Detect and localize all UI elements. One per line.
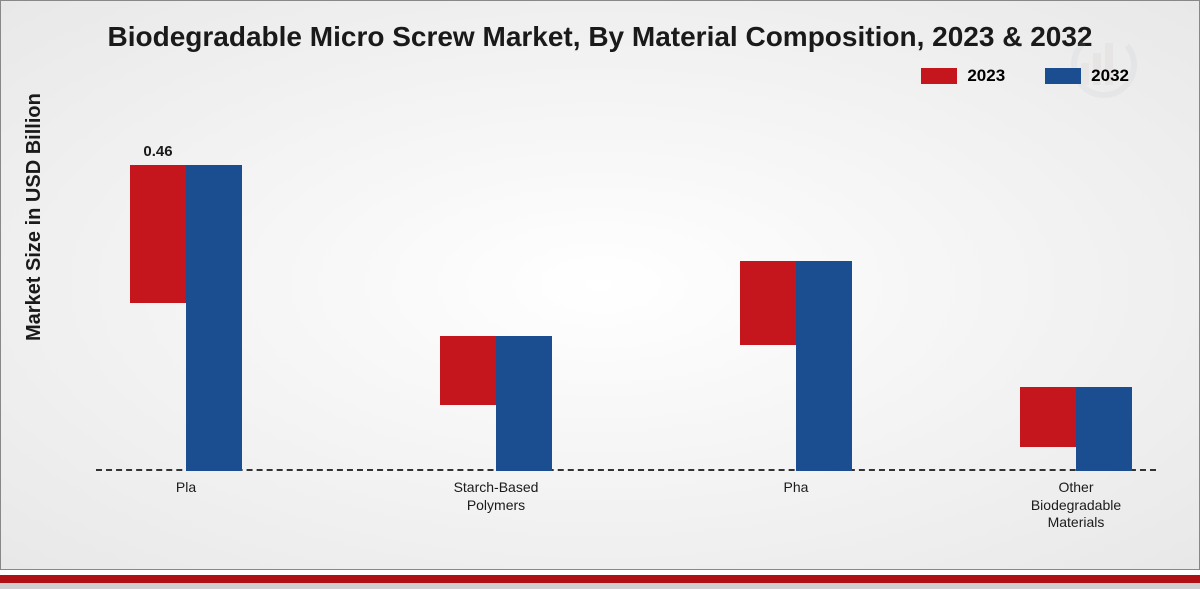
bar: [1020, 387, 1076, 447]
legend: 2023 2032: [921, 66, 1129, 86]
bar-value-label: 0.46: [143, 143, 172, 160]
x-axis-label: OtherBiodegradableMaterials: [996, 479, 1156, 532]
footer-grey-stripe: [0, 583, 1200, 589]
bar-group: 0.46Pla: [106, 165, 266, 471]
bar: [440, 336, 496, 405]
footer-bar: [0, 575, 1200, 589]
bar: 0.46: [130, 165, 186, 303]
footer-red-stripe: [0, 575, 1200, 583]
bar-group: Pha: [716, 261, 876, 471]
chart-title: Biodegradable Micro Screw Market, By Mat…: [1, 1, 1199, 53]
bar: [1076, 387, 1132, 471]
legend-swatch-2032: [1045, 68, 1081, 84]
bar-group: Starch-BasedPolymers: [416, 336, 576, 471]
x-axis-label: Pha: [716, 479, 876, 497]
bar: [796, 261, 852, 471]
legend-label-2023: 2023: [967, 66, 1005, 86]
legend-item-2032: 2032: [1045, 66, 1129, 86]
plot-area: 0.46Pla Starch-BasedPolymers Pha OtherBiode…: [96, 111, 1156, 471]
bar: [740, 261, 796, 345]
x-axis-label: Pla: [106, 479, 266, 497]
legend-item-2023: 2023: [921, 66, 1005, 86]
legend-swatch-2023: [921, 68, 957, 84]
bar: [496, 336, 552, 471]
bar: [186, 165, 242, 471]
bar-group: OtherBiodegradableMaterials: [996, 387, 1156, 471]
x-axis-label: Starch-BasedPolymers: [416, 479, 576, 514]
y-axis-label: Market Size in USD Billion: [23, 93, 46, 341]
chart-container: Biodegradable Micro Screw Market, By Mat…: [0, 0, 1200, 570]
legend-label-2032: 2032: [1091, 66, 1129, 86]
